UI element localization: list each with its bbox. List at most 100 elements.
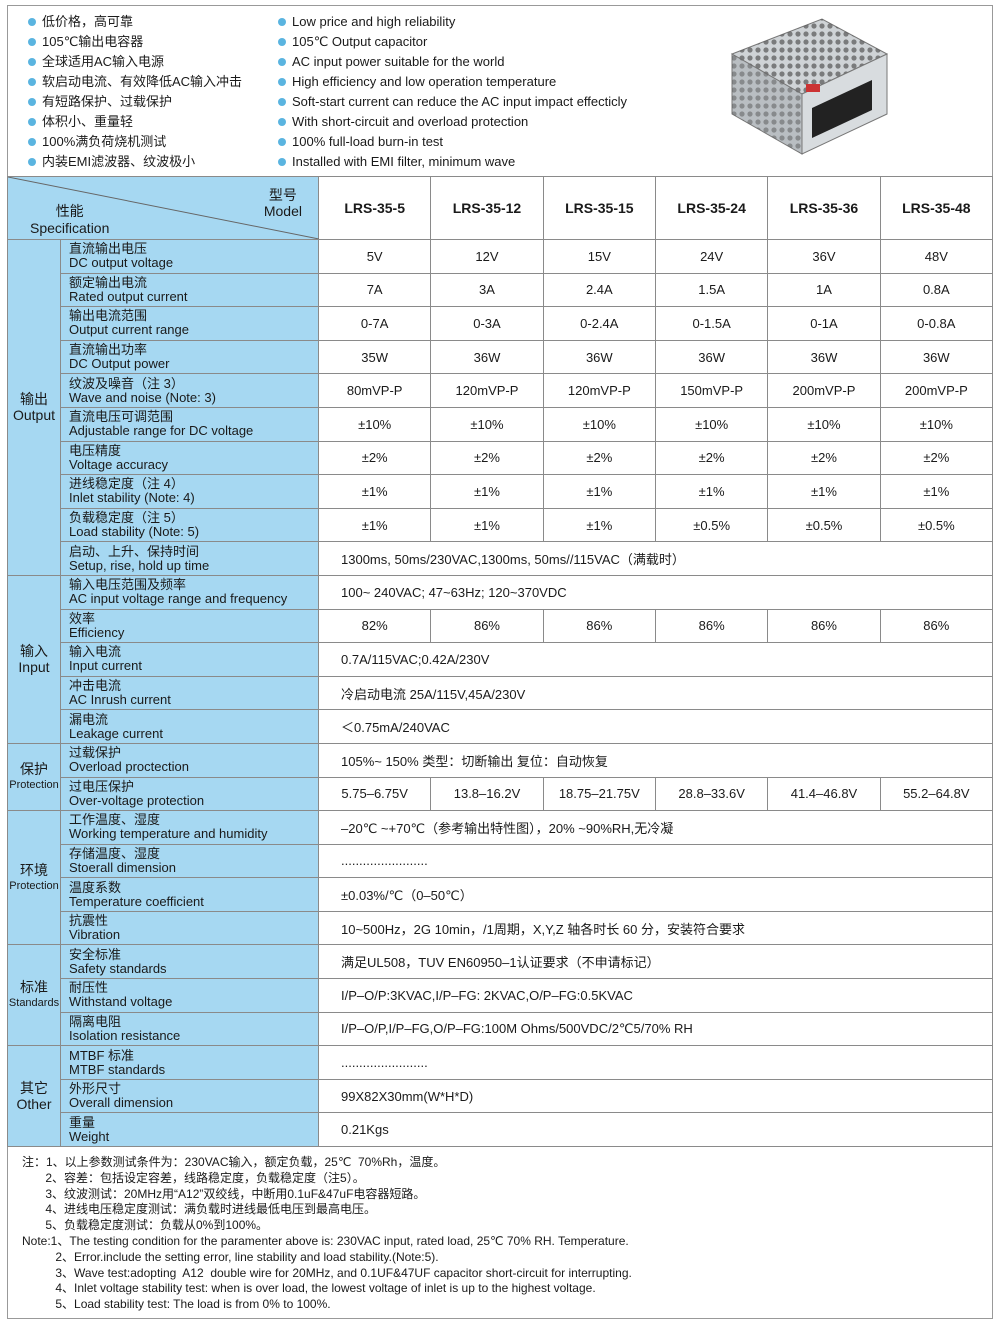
spec-value: 36W [879,339,994,375]
spec-value: 82% [317,608,432,644]
spec-label-cn: 工作温度、湿度 [69,812,161,828]
spec-label-en: Adjustable range for DC voltage [69,423,254,439]
spec-value: 86% [430,608,544,644]
table-row: 重量 Weight 0.21Kgs [8,1112,993,1148]
spec-label-en: Load stability (Note: 5) [69,524,200,540]
spec-label-cn: 外形尺寸 [69,1081,122,1097]
spec-value: ±2% [767,440,881,476]
spec-value: 48V [879,239,994,274]
spec-value: ±10% [654,406,769,442]
table-row: 外形尺寸 Overall dimension 99X82X30mm(W*H*D) [8,1078,993,1114]
spec-label-en: Over-voltage protection [69,792,205,808]
table-row: 纹波及噪音（注 3） Wave and noise (Note: 3) 80mVP-… [8,373,994,408]
spec-label: 输入电压范围及频率 AC input voltage range and freq… [60,574,319,610]
spec-label-en: AC input voltage range and frequency [69,591,288,607]
feature-item: 体积小、重量轻 [28,112,242,132]
table-row: 隔离电阻 Isolation resistance I/P–O/P,I/P–FG,O… [8,1011,993,1047]
spec-label-en: Voltage accuracy [69,456,169,472]
spec-value: 28.8–33.6V [654,776,769,812]
spec-label-en: AC Inrush current [69,692,171,708]
spec-label-en: Inlet stability (Note: 4) [69,490,195,506]
spec-value-all: 99X82X30mm(W*H*D) [318,1078,993,1114]
spec-label-en: Working temperature and humidity [69,826,268,842]
model-header: LRS-35-15 [542,176,656,240]
spec-label-cn: 电压精度 [69,442,122,458]
spec-value: 0.8A [879,272,994,308]
spec-label-cn: 漏电流 [69,711,109,727]
model-header: LRS-35-5 [317,176,432,240]
spec-label: 电压精度 Voltage accuracy [60,440,319,476]
spec-label: 输出电流范围 Output current range [60,306,319,341]
spec-value: 2.4A [542,272,656,308]
spec-label-en: DC output voltage [69,255,174,271]
feature-item: High efficiency and low operation temper… [278,72,627,92]
group-label: 输入 Input [7,574,61,744]
group-label-en: Output [12,407,56,424]
model-label-en: Model [263,203,302,219]
notes: 注：1、以上参数测试条件为：230VAC输入，额定负载，25℃ 70%Rh，温度… [22,1155,632,1313]
note-line: 2、容差：包括设定容差，线路稳定度，负载稳定度（注5）。 [22,1170,365,1185]
spec-value: ±1% [430,474,544,509]
spec-label-en: Stoerall dimension [69,859,176,875]
spec-value: 13.8–16.2V [430,776,544,812]
note-line: 5、Load stability test: The load is from … [22,1297,331,1312]
features-en: Low price and high reliability 105℃ Outpu… [278,12,627,172]
feature-item: Soft-start current can reduce the AC inp… [278,92,627,112]
spec-value-all: 冷启动电流 25A/115V,45A/230V [318,675,993,711]
note-line: 5、负载稳定度测试：负载从0%到100%。 [22,1218,269,1233]
table-row: 其它 Other MTBF 标准 MTBF standards............… [7,1045,993,1148]
spec-value: ±1% [654,474,769,509]
spec-value: ±1% [317,474,432,509]
spec-value: 0-7A [317,306,432,341]
spec-label: 负载稳定度（注 5） Load stability (Note: 5) [60,507,319,543]
spec-value: ±0.5% [654,507,769,543]
spec-value-all: 100~ 240VAC; 47~63Hz; 120~370VDC [318,574,993,610]
spec-label-cn: 重量 [69,1114,96,1130]
spec-value: 120mVP-P [430,373,544,408]
spec-value: ±2% [654,440,769,476]
spec-value: 0-3A [430,306,544,341]
spec-label-en: Weight [69,1128,110,1144]
features-cn: 低价格，高可靠 105℃输出电容器 全球适用AC输入电源 软启动电流、有效降低AC输入… [28,12,242,172]
table-row: 进线稳定度（注 4） Inlet stability (Note: 4) ±1% ±1… [8,474,994,509]
spec-label-cn: 直流电压可调范围 [69,409,174,425]
note-line: 4、Inlet voltage stability test: when is … [22,1281,596,1296]
note-line: 2、Error.include the setting error, line … [22,1249,439,1264]
spec-value: 150mVP-P [654,373,769,408]
spec-label-cn: 过电压保护 [69,778,135,794]
spec-label-en: Output current range [69,322,189,338]
feature-item: 软启动电流、有效降低AC输入冲击 [28,72,242,92]
feature-item: 全球适用AC输入电源 [28,52,242,72]
spec-label: 隔离电阻 Isolation resistance [60,1011,319,1047]
spec-value: 3A [430,272,544,308]
spec-value-all: 10~500Hz，2G 10min，/1周期，X,Y,Z 轴各时长 60 分，安… [318,910,993,946]
table-row: 漏电流 Leakage current ＜0.75mA/240VAC [8,709,993,744]
spec-label-cn: 耐压性 [69,980,109,996]
feature-item: AC input power suitable for the world [278,52,627,72]
spec-value: 86% [767,608,881,644]
spec-value-all: I/P–O/P,I/P–FG,O/P–FG:100M Ohms/500VDC/2… [318,1011,993,1047]
spec-value: 200mVP-P [767,373,881,408]
spec-value-all: 105%~ 150% 类型：切断输出 复位：自动恢复 [318,742,993,778]
spec-value: 36V [767,239,881,274]
table-row: 直流电压可调范围 Adjustable range for DC voltage ±… [8,406,994,442]
table-row: 耐压性 Withstand voltage I/P–O/P:3KVAC,I/P–FG… [8,978,993,1013]
spec-label: 额定输出电流 Rated output current [60,272,319,308]
spec-value-all: 1300ms, 50ms/230VAC,1300ms, 50ms//115VAC… [318,541,993,576]
spec-label: 进线稳定度（注 4） Inlet stability (Note: 4) [60,474,319,509]
table-row: 抗震性 Vibration 10~500Hz，2G 10min，/1周期，X,Y,Z… [8,910,993,946]
table-row: 保护 Protection 过载保护 Overload proctection 105%… [7,742,993,812]
spec-label: 纹波及噪音（注 3） Wave and noise (Note: 3) [60,373,319,408]
group-label-cn: 输入 [20,643,48,660]
spec-value: 0-1A [767,306,881,341]
spec-label: 重量 Weight [60,1112,319,1148]
table-row: 标准 Standards 安全标准 Safety standards 满足UL508，T… [7,944,993,1047]
spec-label: 耐压性 Withstand voltage [60,978,319,1013]
model-header: LRS-35-36 [767,176,881,240]
spec-value: 200mVP-P [879,373,994,408]
group-label-cn: 环境 [20,861,48,878]
spec-value: ±2% [430,440,544,476]
spec-label-en: Vibration [69,927,121,943]
spec-value: ±10% [879,406,994,442]
spec-label-cn: 抗震性 [69,913,109,929]
